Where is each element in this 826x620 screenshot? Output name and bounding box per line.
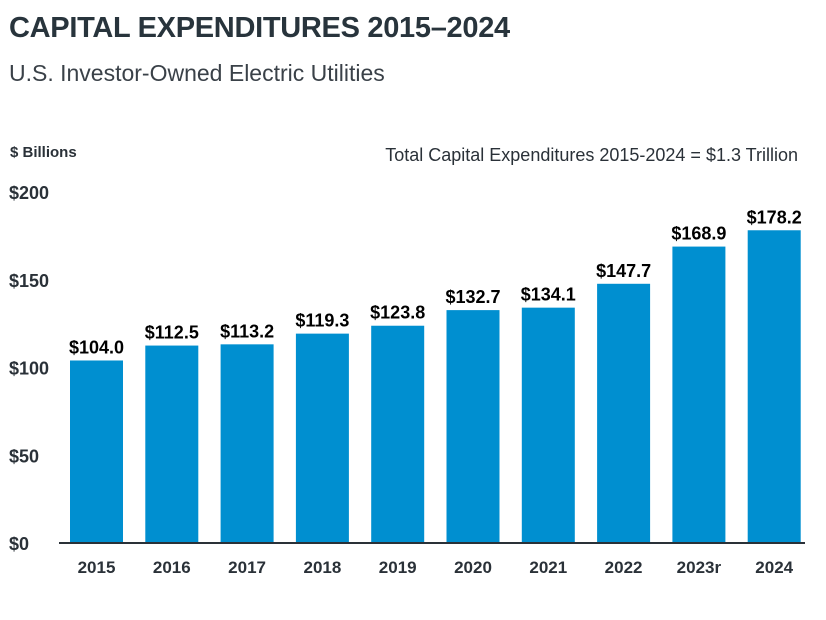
- x-tick-label: 2024: [755, 558, 793, 577]
- y-tick-label: $100: [9, 359, 49, 379]
- data-label: $178.2: [747, 207, 802, 227]
- y-axis-label: $ Billions: [10, 144, 77, 161]
- x-tick-label: 2023r: [677, 558, 722, 577]
- data-label: $104.0: [69, 337, 124, 357]
- bar-2015: [70, 360, 123, 543]
- data-label: $147.7: [596, 261, 651, 281]
- bar-2024: [747, 230, 801, 543]
- x-tick-label: 2021: [529, 558, 567, 577]
- bar-2023r: [672, 246, 726, 543]
- chart-title: CAPITAL EXPENDITURES 2015–2024: [9, 12, 510, 44]
- data-label: $113.2: [220, 321, 274, 341]
- x-tick-label: 2019: [379, 558, 417, 577]
- bar-2016: [145, 345, 199, 543]
- x-tick-label: 2018: [303, 558, 341, 577]
- x-tick-label: 2016: [153, 558, 191, 577]
- bar-2021: [521, 307, 575, 543]
- bar-2020: [446, 310, 500, 543]
- y-tick-label: $0: [9, 534, 29, 554]
- data-label: $134.1: [521, 285, 576, 305]
- bar-2019: [371, 325, 425, 543]
- x-tick-label: 2022: [605, 558, 643, 577]
- bar-2022: [597, 283, 651, 543]
- data-label: $132.7: [445, 287, 500, 307]
- data-label: $168.9: [671, 224, 726, 244]
- y-tick-label: $50: [9, 446, 39, 466]
- bar-2017: [220, 344, 274, 543]
- data-label: $112.5: [145, 323, 199, 343]
- y-tick-label: $200: [9, 183, 49, 203]
- x-tick-label: 2015: [78, 558, 116, 577]
- total-annotation: Total Capital Expenditures 2015-2024 = $…: [385, 145, 798, 165]
- chart-subtitle: U.S. Investor-Owned Electric Utilities: [9, 60, 385, 86]
- data-label: $123.8: [370, 303, 425, 323]
- bar-2018: [295, 333, 349, 543]
- y-tick-label: $150: [9, 271, 49, 291]
- x-tick-label: 2020: [454, 558, 492, 577]
- data-label: $119.3: [295, 311, 349, 331]
- x-tick-label: 2017: [228, 558, 266, 577]
